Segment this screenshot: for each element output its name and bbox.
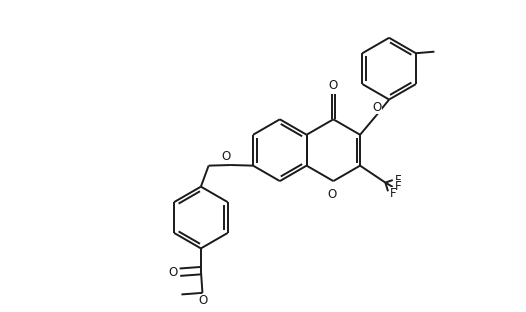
Text: F: F — [395, 173, 401, 187]
Text: F: F — [395, 180, 401, 193]
Text: O: O — [198, 294, 208, 307]
Text: O: O — [372, 101, 382, 115]
Text: O: O — [168, 266, 178, 279]
Text: F: F — [390, 187, 397, 199]
Text: O: O — [221, 150, 230, 163]
Text: O: O — [328, 188, 337, 201]
Text: O: O — [329, 79, 338, 92]
